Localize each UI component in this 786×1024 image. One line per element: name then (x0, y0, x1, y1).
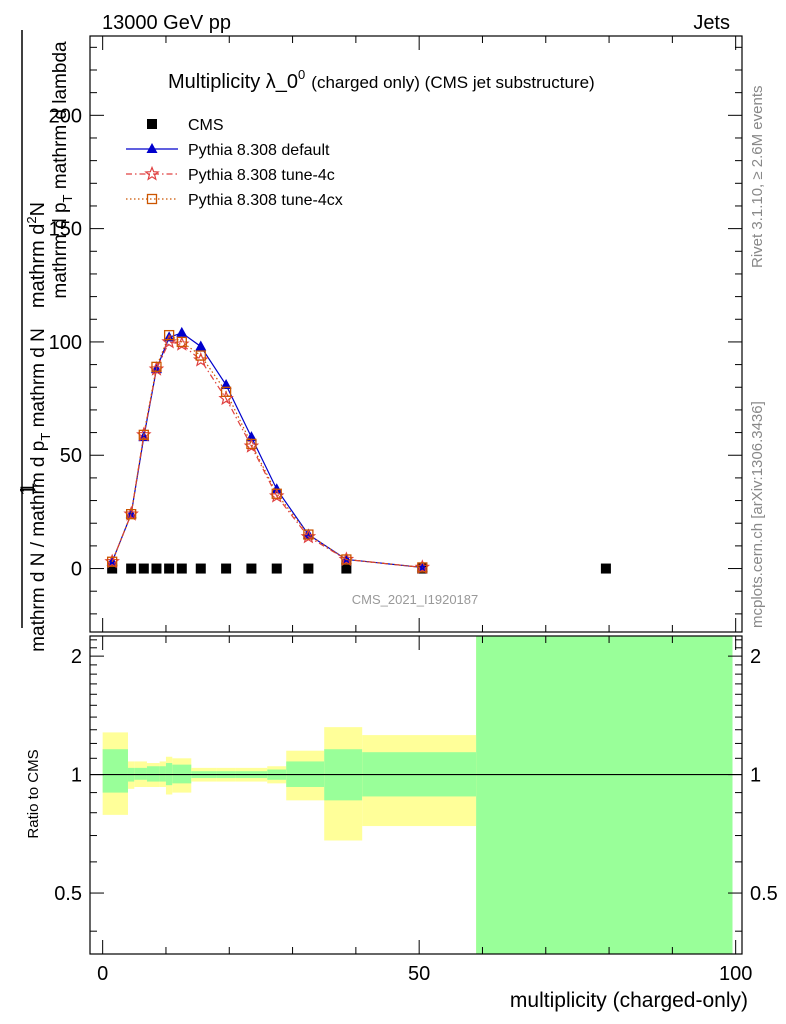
data-point (303, 529, 314, 540)
data-point (176, 326, 188, 337)
data-point (176, 336, 187, 348)
x-tick-label: 0 (97, 963, 108, 985)
watermark: CMS_2021_I1920187 (352, 592, 479, 607)
data-point (341, 554, 352, 565)
mcplots-label: mcplots.cern.ch [arXiv:1306.3436] (749, 401, 766, 628)
ratio-green-band-14 (476, 636, 733, 954)
legend-entry: Pythia 8.308 default (126, 142, 330, 159)
data-point (195, 563, 206, 574)
header-energy: 13000 GeV pp (102, 12, 231, 34)
y-label-one: 1 (17, 484, 39, 495)
legend-marker (147, 119, 157, 129)
ratio-plot: 0 50 100 0.5 0.5 1 1 2 2 (54, 635, 778, 985)
data-point (195, 340, 207, 351)
y-tick-label: 0 (71, 559, 82, 581)
data-point (163, 329, 175, 341)
data-point (600, 563, 611, 574)
series-3 (107, 329, 428, 573)
y-axis-label: 1 (17, 484, 39, 495)
data-point (220, 386, 232, 397)
legend-label: Pythia 8.308 tune-4c (188, 167, 335, 184)
ratio-tick-label-left: 0.5 (54, 883, 82, 905)
y-tick-label: 50 (60, 445, 82, 467)
ratio-green-band-0 (102, 749, 128, 793)
y-tick-label: 150 (49, 219, 82, 241)
series-line-3 (111, 334, 423, 569)
y-tick-label: 200 (49, 105, 82, 127)
data-point (138, 429, 149, 440)
y-label-numerator: mathrm d2N (24, 202, 49, 308)
rivet-label: Rivet 3.1.10, ≥ 2.6M events (749, 86, 766, 269)
ratio-tick-label-left: 2 (71, 646, 82, 668)
data-point (195, 350, 206, 361)
legend-entry: Pythia 8.308 tune-4c (126, 165, 335, 184)
y-label-fraction-den: mathrm d pT mathrm d lambda (50, 41, 75, 299)
data-point (271, 563, 282, 574)
main-plot: 0 50 100 150 200 Multiplicity λ_00 (charged on… (49, 35, 743, 633)
y-tick-label: 100 (49, 332, 82, 354)
ratio-tick-label-left: 1 (71, 765, 82, 787)
data-point (107, 556, 118, 567)
data-point (246, 438, 257, 450)
legend-label: Pythia 8.308 default (188, 142, 330, 159)
legend-label: CMS (188, 117, 224, 134)
x-axis-label: multiplicity (charged-only) (510, 989, 748, 1012)
x-tick-label: 50 (408, 963, 430, 985)
ratio-tick-label-right: 0.5 (750, 883, 778, 905)
data-point (417, 562, 428, 573)
ratio-green-band-2 (134, 767, 147, 780)
data-point (221, 563, 232, 574)
ratio-green-band-3 (146, 766, 160, 782)
data-point (220, 378, 232, 389)
series-line-2 (111, 341, 423, 569)
data-point (176, 563, 187, 574)
legend-entry: Pythia 8.308 tune-4cx (126, 192, 343, 209)
y-label-denominator: mathrm d N / mathrm d pT mathrm d N (28, 328, 53, 652)
legend-marker (144, 165, 160, 181)
ratio-green-band-4 (159, 766, 166, 782)
main-frame (89, 35, 743, 633)
data-point (271, 488, 282, 499)
header-process: Jets (693, 12, 730, 34)
legend: CMS Pythia 8.308 default Pythia 8.308 tune… (126, 117, 343, 209)
data-point (164, 563, 175, 574)
data-point (246, 563, 257, 574)
legend-marker (146, 143, 158, 153)
ratio-y-label: Ratio to CMS (25, 749, 42, 838)
data-point (138, 431, 150, 442)
chart-title: Multiplicity λ_00 (charged only) (CMS jet… (168, 67, 595, 93)
data-point (303, 563, 314, 574)
data-point (138, 563, 149, 574)
data-point (341, 563, 352, 574)
ratio-tick-label-right: 1 (750, 765, 761, 787)
data-point (151, 563, 162, 574)
series-0 (107, 563, 611, 574)
legend-entry: CMS (147, 117, 224, 134)
series-1 (106, 326, 428, 572)
legend-marker (146, 193, 158, 205)
data-point (151, 361, 162, 373)
data-point (126, 563, 137, 574)
ratio-tick-label-right: 2 (750, 646, 761, 668)
ratio-frame (89, 635, 743, 955)
data-point (107, 563, 118, 574)
y-label-lower: 1 (18, 483, 39, 494)
x-tick-label: 100 (719, 963, 752, 985)
legend-label: Pythia 8.308 tune-4cx (188, 192, 343, 209)
data-point (125, 509, 137, 520)
